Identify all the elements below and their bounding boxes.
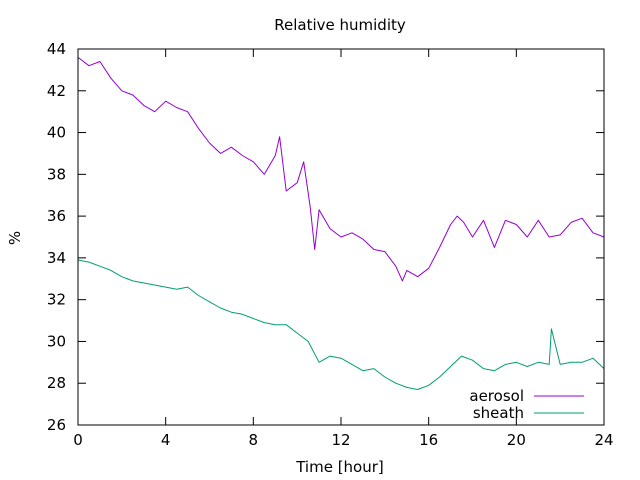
y-axis-label: % — [6, 231, 24, 245]
y-tick-label: 36 — [47, 207, 66, 225]
y-tick-label: 42 — [47, 82, 66, 100]
series-layer — [77, 57, 605, 390]
legend-label-sheath: sheath — [473, 404, 524, 422]
x-tick-label: 8 — [249, 431, 259, 449]
series-line-aerosol — [77, 57, 605, 282]
x-tick-label: 16 — [419, 431, 438, 449]
y-tick-label: 38 — [47, 165, 66, 183]
y-tick-label: 28 — [47, 374, 66, 392]
x-tick-label: 12 — [331, 431, 350, 449]
plot-frame — [77, 48, 605, 426]
x-axis-label: Time [hour] — [295, 458, 384, 476]
tick-layer: 0 4 8 12 16 20 24 26 28 30 32 34 36 38 40 42 44 — [47, 40, 614, 449]
y-tick-label: 40 — [47, 124, 66, 142]
x-tick-label: 20 — [507, 431, 526, 449]
legend-label-aerosol: aerosol — [469, 387, 524, 405]
y-tick-label: 44 — [47, 40, 66, 58]
x-tick-label: 4 — [161, 431, 171, 449]
y-tick-label: 34 — [47, 249, 66, 267]
y-tick-label: 30 — [47, 332, 66, 350]
y-tick-label: 32 — [47, 291, 66, 309]
series-line-sheath — [77, 259, 605, 390]
x-tick-label: 0 — [73, 431, 83, 449]
y-tick-label: 26 — [47, 416, 66, 434]
chart-title: Relative humidity — [274, 16, 406, 34]
x-tick-label: 24 — [594, 431, 613, 449]
